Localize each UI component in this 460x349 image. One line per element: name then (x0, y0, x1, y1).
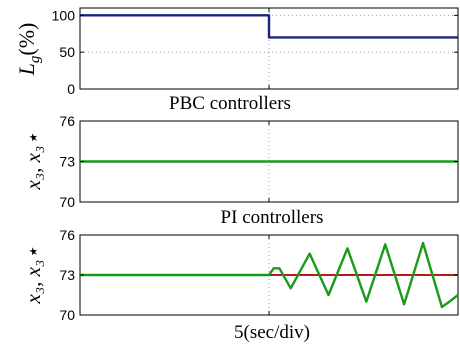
panel-pbc: PBC controllers 70 73 76 x₃, x₃⋆ (21, 93, 459, 210)
series-line-pi-1 (80, 241, 459, 309)
y-tick-label-pbc-1: 73 (59, 154, 75, 170)
panel-title-pbc: PBC controllers (169, 93, 291, 114)
y-axis-label-pbc: x₃, x₃⋆ (21, 133, 45, 191)
panel-load: 0 50 100 Lg(%) (14, 7, 459, 97)
y-ticks-pi: 70 73 76 (59, 227, 458, 323)
panel-pi: PI controllers 70 73 76 x₃, x₃⋆ 5(sec/div) (21, 207, 459, 343)
y-tick-label-pi-0: 70 (59, 307, 75, 323)
y-axis-label-load-rest: (%) (14, 23, 39, 56)
series-group-load (80, 14, 458, 39)
y-tick-label-load-2: 100 (52, 7, 76, 23)
y-axis-label-load-base: L (14, 63, 39, 76)
series-group-pi (80, 241, 459, 309)
y-axis-label-load-sub: g (27, 55, 43, 63)
y-axis-label-load: Lg(%) (14, 23, 43, 77)
series-line-load-0 (80, 14, 458, 39)
x-axis-label: 5(sec/div) (234, 322, 310, 343)
panel-title-pi: PI controllers (221, 207, 324, 228)
y-tick-label-pi-2: 76 (59, 227, 75, 243)
y-tick-label-load-0: 0 (67, 81, 75, 97)
y-tick-label-pi-1: 73 (59, 267, 75, 283)
y-ticks-pbc: 70 73 76 (59, 113, 458, 210)
y-tick-label-pbc-0: 70 (59, 194, 75, 210)
y-tick-label-pbc-2: 76 (59, 113, 75, 129)
y-axis-label-pi: x₃, x₃⋆ (21, 247, 45, 305)
y-ticks-load: 0 50 100 (52, 7, 458, 97)
y-tick-label-load-1: 50 (59, 44, 75, 60)
